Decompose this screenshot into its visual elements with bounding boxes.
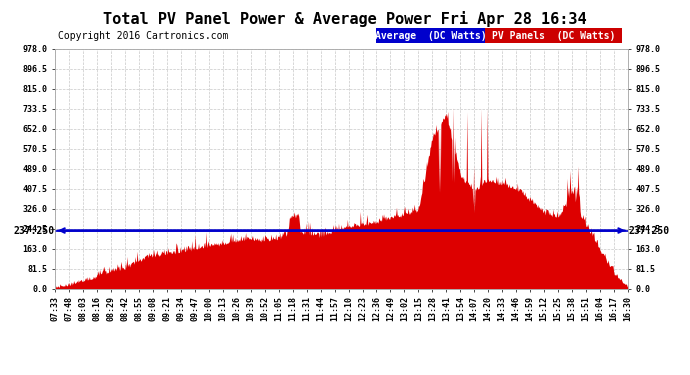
- Bar: [376, 28, 484, 44]
- Bar: [484, 28, 622, 44]
- Text: Average  (DC Watts): Average (DC Watts): [375, 30, 486, 40]
- Text: Copyright 2016 Cartronics.com: Copyright 2016 Cartronics.com: [58, 30, 228, 40]
- Text: PV Panels  (DC Watts): PV Panels (DC Watts): [492, 30, 615, 40]
- Text: 237.250: 237.250: [14, 225, 55, 236]
- Text: 237.250: 237.250: [629, 225, 669, 236]
- Text: Total PV Panel Power & Average Power Fri Apr 28 16:34: Total PV Panel Power & Average Power Fri…: [104, 11, 586, 27]
